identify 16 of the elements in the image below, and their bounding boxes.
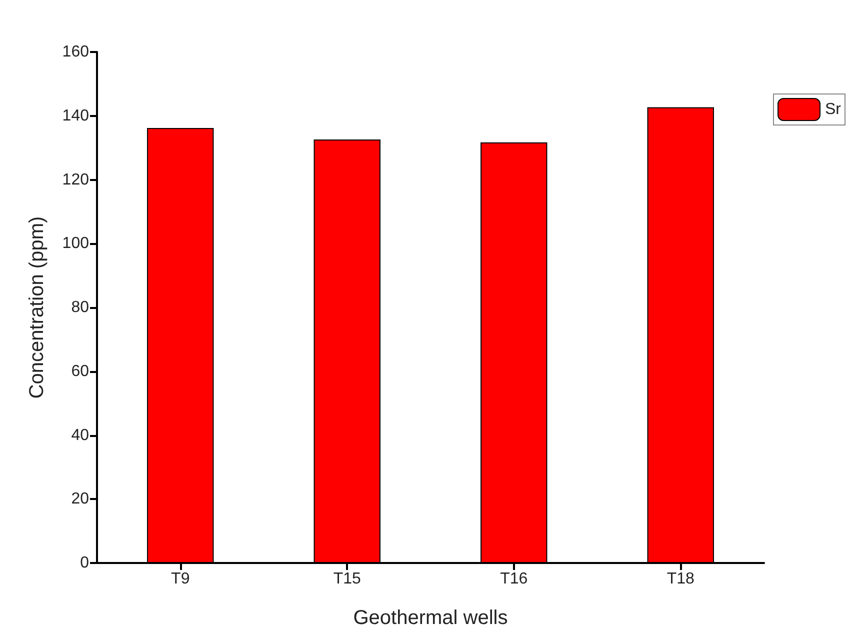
y-tick-label: 160	[62, 44, 90, 60]
y-tick-label: 20	[71, 490, 90, 508]
y-tick-label: 40	[71, 426, 90, 444]
y-tick-label: 80	[71, 299, 90, 316]
legend-label: Sr	[825, 101, 842, 118]
x-tick-label: T9	[171, 570, 190, 588]
x-tick-label: T16	[500, 570, 528, 588]
y-axis-title: Concentration (ppm)	[26, 216, 48, 399]
x-tick-label: T15	[333, 570, 362, 588]
y-tick-label: 60	[71, 362, 90, 380]
y-tick-label: 140	[62, 107, 90, 124]
y-tick-label: 120	[62, 171, 90, 188]
x-axis-title: Geothermal wells	[353, 607, 508, 629]
y-tick-label: 100	[62, 235, 90, 252]
x-tick-label: T18	[666, 570, 695, 588]
y-tick-label: 0	[80, 554, 90, 572]
